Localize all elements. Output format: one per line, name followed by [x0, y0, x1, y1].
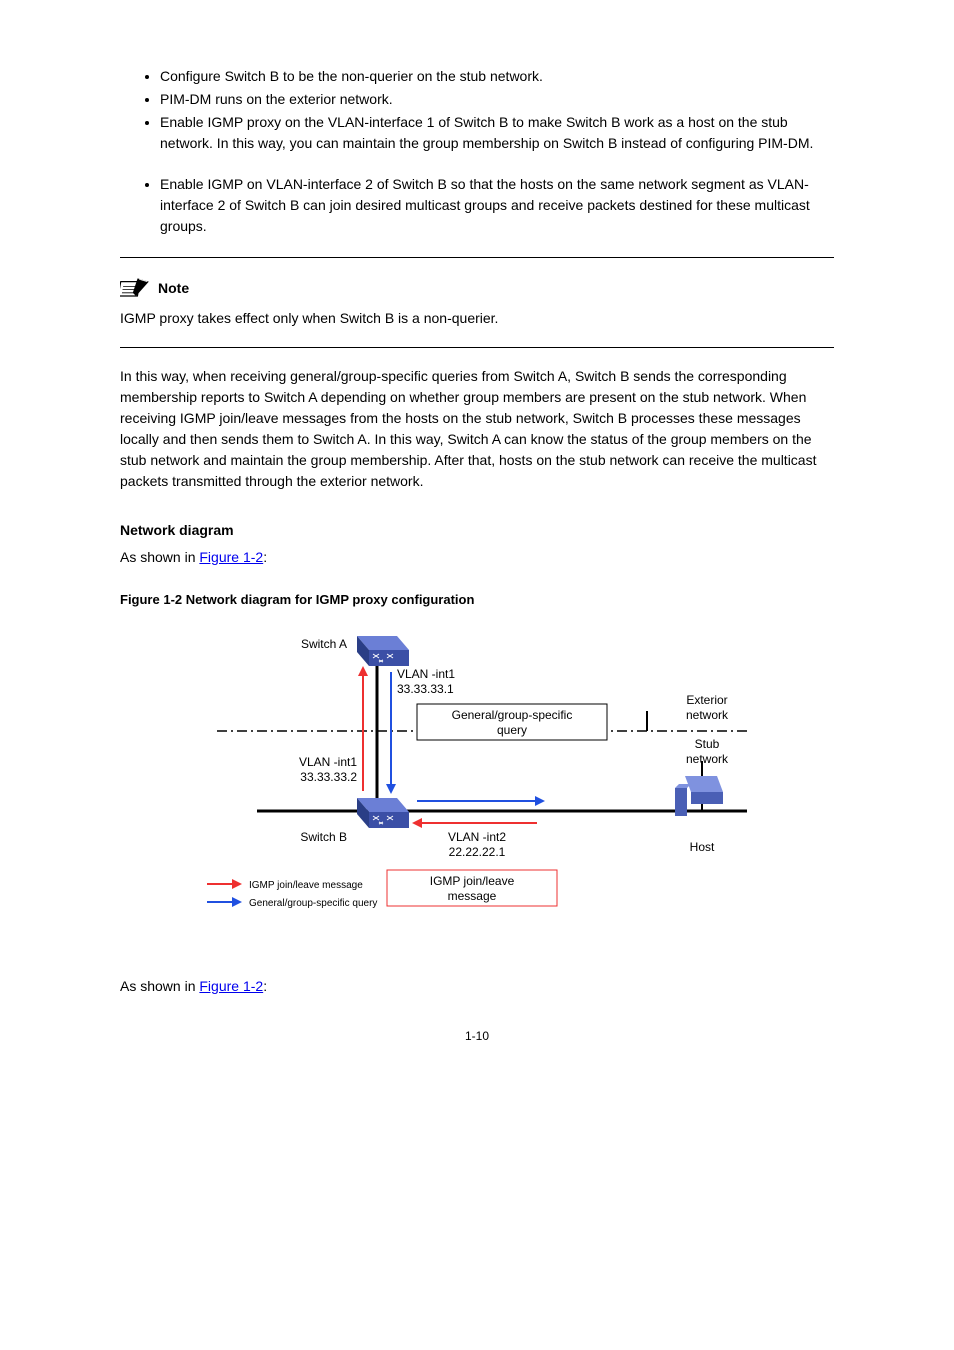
legend-join: IGMP join/leave message	[249, 880, 363, 891]
vlan1-bot-b: 33.33.33.2	[300, 770, 357, 784]
body-paragraph: In this way, when receiving general/grou…	[120, 366, 834, 492]
figure-ref-link[interactable]: Figure 1-2	[199, 549, 263, 565]
svg-text:General/group-specific: General/group-specific	[452, 708, 573, 722]
followup-after: :	[263, 549, 267, 565]
followup-intro: As shown in	[120, 549, 199, 565]
vlan1-top-a: VLAN -int1	[397, 667, 455, 681]
top-bullet-list: Configure Switch B to be the non-querier…	[120, 66, 834, 154]
host-label: Host	[690, 840, 715, 854]
list-item: Enable IGMP proxy on the VLAN-interface …	[160, 112, 834, 154]
switch-a-device	[357, 636, 409, 666]
legend: IGMP join/leave message General/group-sp…	[207, 879, 377, 909]
section-title: Network diagram	[120, 520, 834, 541]
ext-label-a: Exterior	[686, 693, 727, 707]
vlan1-bot-a: VLAN -int1	[299, 755, 357, 769]
svg-text:query: query	[497, 723, 527, 737]
svg-text:IGMP join/leave: IGMP join/leave	[430, 874, 515, 888]
page: Configure Switch B to be the non-querier…	[0, 0, 954, 1350]
network-diagram: Switch A VLAN -int1 33.33.33.1 General/g…	[187, 616, 767, 946]
switch-b-label: Switch B	[300, 830, 347, 844]
note-icon	[120, 276, 152, 300]
note-label: Note	[158, 278, 189, 299]
figure-caption: Figure 1-2 Network diagram for IGMP prox…	[120, 590, 834, 610]
stub-label-b: network	[686, 752, 729, 766]
switch-b-device	[357, 798, 409, 828]
note-header: Note	[120, 276, 834, 300]
legend-query: General/group-specific query	[249, 898, 377, 909]
ext-label-b: network	[686, 708, 729, 722]
list-item-text: Configure Switch B to be the non-querier…	[160, 68, 543, 84]
outer-bullet-list: Enable IGMP on VLAN-interface 2 of Switc…	[120, 174, 834, 237]
stub-label-a: Stub	[695, 737, 720, 751]
vlan2-a: VLAN -int2	[448, 830, 506, 844]
vlan1-top-b: 33.33.33.1	[397, 682, 454, 696]
followup-intro-2: As shown in	[120, 978, 199, 994]
divider	[120, 257, 834, 258]
list-item-text: PIM-DM runs on the exterior network.	[160, 91, 393, 107]
list-item: Configure Switch B to be the non-querier…	[160, 66, 834, 87]
list-item: PIM-DM runs on the exterior network.	[160, 89, 834, 110]
svg-text:message: message	[448, 889, 497, 903]
list-item-text: Enable IGMP proxy on the VLAN-interface …	[160, 114, 813, 151]
divider	[120, 347, 834, 348]
vlan2-b: 22.22.22.1	[449, 845, 506, 859]
list-item: Enable IGMP on VLAN-interface 2 of Switc…	[160, 174, 834, 237]
followup-after-2: :	[263, 978, 267, 994]
figure-ref-link-2[interactable]: Figure 1-2	[199, 978, 263, 994]
note-text: IGMP proxy takes effect only when Switch…	[120, 308, 834, 329]
list-item-text: Enable IGMP on VLAN-interface 2 of Switc…	[160, 176, 810, 234]
switch-a-label: Switch A	[301, 637, 347, 651]
page-number: 1-10	[120, 1027, 834, 1045]
